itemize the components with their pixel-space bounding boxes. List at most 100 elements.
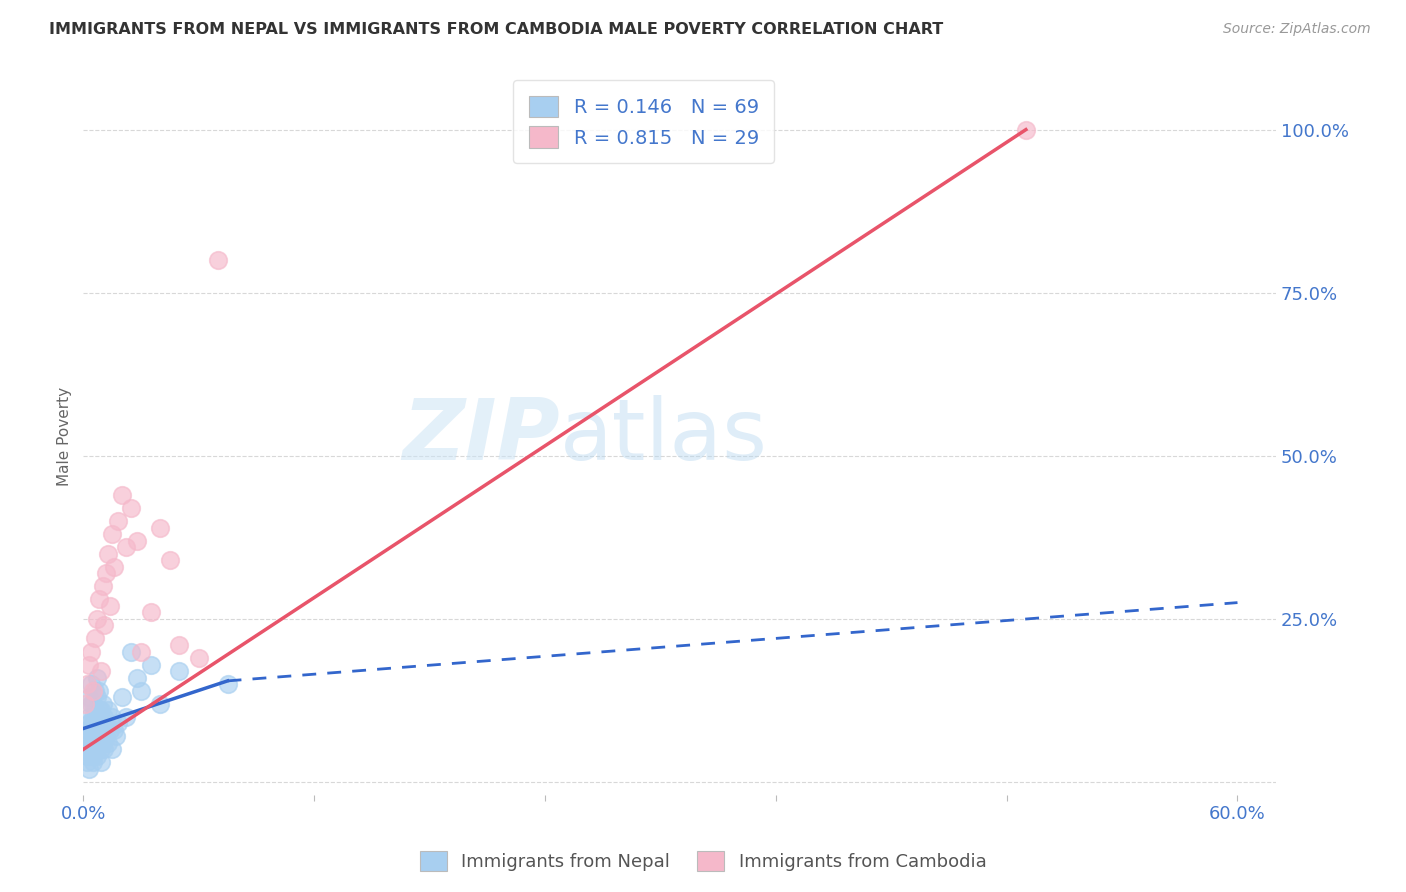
Point [82, 748, 104, 763]
Point [90, 742, 112, 756]
Point [82, 697, 104, 711]
Point [111, 488, 134, 502]
Point [86, 748, 108, 763]
Point [98, 723, 121, 737]
Point [107, 514, 129, 528]
Text: IMMIGRANTS FROM NEPAL VS IMMIGRANTS FROM CAMBODIA MALE POVERTY CORRELATION CHART: IMMIGRANTS FROM NEPAL VS IMMIGRANTS FROM… [49, 22, 943, 37]
Point [101, 710, 124, 724]
Point [76, 723, 98, 737]
Point [93, 742, 115, 756]
Point [77, 716, 100, 731]
Point [87, 736, 110, 750]
Point [129, 683, 152, 698]
Point [111, 690, 134, 705]
Point [83, 683, 105, 698]
Text: ZIP: ZIP [402, 395, 561, 478]
Point [90, 756, 112, 770]
Point [187, 651, 209, 665]
Point [93, 723, 115, 737]
Point [83, 632, 105, 646]
Point [86, 612, 108, 626]
Point [80, 723, 103, 737]
Point [75, 742, 97, 756]
Point [107, 716, 129, 731]
Point [114, 540, 136, 554]
Point [80, 736, 103, 750]
Point [76, 756, 98, 770]
Point [80, 742, 103, 756]
Point [127, 671, 149, 685]
Point [149, 697, 172, 711]
Point [159, 553, 181, 567]
Point [90, 730, 112, 744]
Point [139, 606, 162, 620]
Point [97, 736, 120, 750]
Point [101, 742, 124, 756]
Point [101, 527, 124, 541]
Point [87, 683, 110, 698]
Text: Source: ZipAtlas.com: Source: ZipAtlas.com [1223, 22, 1371, 37]
Point [86, 716, 108, 731]
Point [80, 677, 103, 691]
Point [97, 547, 120, 561]
Point [76, 677, 98, 691]
Point [80, 644, 103, 658]
Point [217, 677, 239, 691]
Point [90, 703, 112, 717]
Point [77, 730, 100, 744]
Point [129, 644, 152, 658]
Point [83, 742, 105, 756]
Point [86, 690, 108, 705]
Point [87, 723, 110, 737]
Point [114, 710, 136, 724]
Point [76, 748, 98, 763]
Point [82, 710, 104, 724]
Point [103, 559, 125, 574]
Point [103, 723, 125, 737]
Point [104, 730, 127, 744]
Point [77, 657, 100, 672]
Point [82, 730, 104, 744]
Point [86, 671, 108, 685]
Point [127, 533, 149, 548]
Legend: R = 0.146   N = 69, R = 0.815   N = 29: R = 0.146 N = 69, R = 0.815 N = 29 [513, 80, 775, 163]
Point [87, 592, 110, 607]
Point [91, 730, 114, 744]
Point [87, 703, 110, 717]
Point [91, 697, 114, 711]
Point [91, 736, 114, 750]
Point [86, 736, 108, 750]
Point [169, 664, 191, 678]
Point [77, 710, 100, 724]
Point [87, 710, 110, 724]
Y-axis label: Male Poverty: Male Poverty [58, 387, 72, 486]
Point [82, 683, 104, 698]
Text: atlas: atlas [561, 395, 768, 478]
Legend: Immigrants from Nepal, Immigrants from Cambodia: Immigrants from Nepal, Immigrants from C… [412, 844, 994, 879]
Point [86, 730, 108, 744]
Point [96, 730, 118, 744]
Point [90, 664, 112, 678]
Point [83, 742, 105, 756]
Point [93, 618, 115, 632]
Point [1015, 122, 1038, 136]
Point [169, 638, 191, 652]
Point [83, 736, 105, 750]
Point [149, 520, 172, 534]
Point [120, 644, 142, 658]
Point [82, 756, 104, 770]
Point [139, 657, 162, 672]
Point [82, 716, 104, 731]
Point [80, 748, 103, 763]
Point [83, 703, 105, 717]
Point [98, 599, 121, 613]
Point [96, 716, 118, 731]
Point [93, 710, 115, 724]
Point [77, 762, 100, 776]
Point [75, 697, 97, 711]
Point [80, 697, 103, 711]
Point [96, 566, 118, 581]
Point [91, 579, 114, 593]
Point [83, 723, 105, 737]
Point [77, 690, 100, 705]
